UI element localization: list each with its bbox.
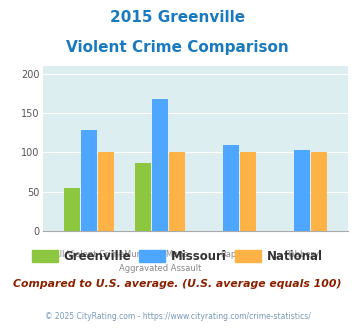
Text: Compared to U.S. average. (U.S. average equals 100): Compared to U.S. average. (U.S. average … (13, 279, 342, 289)
Bar (240, 152, 256, 231)
Bar (311, 152, 327, 231)
Bar (294, 150, 310, 231)
Text: © 2025 CityRating.com - https://www.cityrating.com/crime-statistics/: © 2025 CityRating.com - https://www.city… (45, 312, 310, 321)
Bar (98, 152, 114, 231)
Text: Rape: Rape (220, 250, 241, 259)
Bar (64, 188, 80, 231)
Text: Violent Crime Comparison: Violent Crime Comparison (66, 40, 289, 54)
Legend: Greenville, Missouri, National: Greenville, Missouri, National (27, 245, 328, 268)
Bar (152, 99, 168, 231)
Bar (135, 163, 151, 231)
Bar (81, 130, 97, 231)
Bar (169, 152, 185, 231)
Text: Robbery: Robbery (284, 250, 319, 259)
Text: Murder & Mans...: Murder & Mans... (124, 250, 196, 259)
Text: 2015 Greenville: 2015 Greenville (110, 10, 245, 25)
Text: All Violent Crime: All Violent Crime (54, 250, 124, 259)
Bar (223, 145, 239, 231)
Text: Aggravated Assault: Aggravated Assault (119, 264, 201, 273)
